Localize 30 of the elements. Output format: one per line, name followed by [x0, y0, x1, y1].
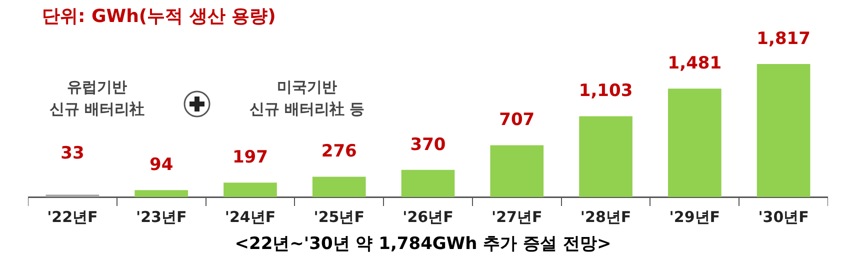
bar — [668, 88, 722, 197]
x-tick-label: '28년F — [580, 208, 632, 226]
annotation: 미국기반 신규 배터리社 등 — [248, 77, 366, 120]
data-label: 1,481 — [668, 54, 722, 74]
x-tick-label: '25년F — [314, 208, 364, 226]
data-label: 370 — [410, 134, 446, 155]
chart-title: 단위: GWh(누적 생산 용량) — [42, 5, 276, 28]
x-tick-label: '23년F — [136, 208, 187, 226]
x-tick-label: '27년F — [492, 208, 542, 226]
data-label: 197 — [232, 148, 268, 168]
x-tick-label: '26년F — [402, 208, 454, 226]
text: <22년~'30년 약 1,784GWh 추가 증설 전망> — [234, 233, 612, 255]
data-label: 1,817 — [756, 28, 810, 49]
bar — [224, 182, 277, 197]
data-label: 276 — [321, 142, 357, 162]
bar — [756, 64, 810, 197]
data-label: 707 — [499, 110, 535, 130]
bar — [401, 170, 455, 197]
bar — [490, 145, 544, 197]
x-tick-label: '29년F — [669, 208, 720, 226]
bar — [312, 176, 366, 197]
annotation: 유럽기반 신규 배터리社 — [48, 77, 146, 120]
data-label: 33 — [60, 144, 84, 164]
data-label: 1,103 — [578, 81, 633, 102]
x-tick-label: '24년F — [224, 208, 276, 226]
data-label: 94 — [149, 155, 174, 176]
bar — [134, 190, 188, 197]
x-tick-label: '22년F — [47, 208, 98, 226]
bar — [579, 116, 632, 197]
x-tick-label: '30년F — [758, 208, 809, 226]
